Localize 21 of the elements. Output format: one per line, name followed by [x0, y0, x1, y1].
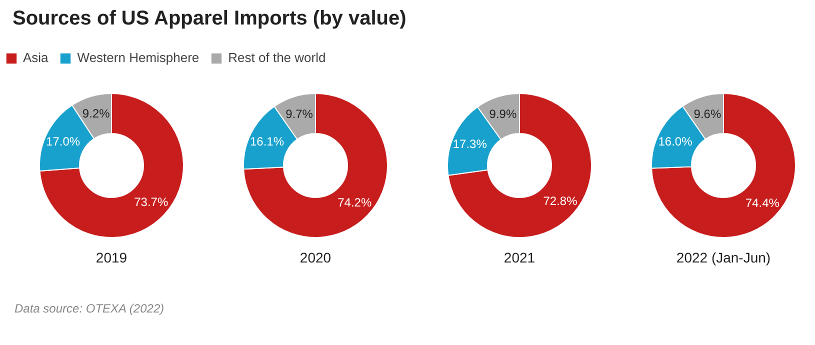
- chart-title: Sources of US Apparel Imports (by value): [12, 8, 406, 30]
- data-label: 9.9%: [489, 107, 517, 122]
- data-label: 74.4%: [745, 196, 780, 210]
- data-label: 72.8%: [543, 194, 578, 208]
- data-label: 17.0%: [46, 134, 80, 149]
- data-label: 16.0%: [658, 134, 693, 148]
- legend-label: Asia: [23, 50, 48, 65]
- text: 2022 (Jan-Jun): [676, 250, 771, 266]
- data-label: 16.1%: [250, 134, 284, 149]
- text: 2021: [504, 250, 536, 266]
- data-label: 9.6%: [694, 106, 722, 121]
- text: 2019: [96, 250, 128, 266]
- data-label: 9.2%: [82, 106, 110, 121]
- legend-label: Rest of the world: [228, 50, 326, 65]
- data-label: 74.2%: [338, 196, 372, 210]
- text: 2020: [300, 250, 332, 266]
- source-note: Data source: OTEXA (2022): [14, 302, 164, 316]
- data-label: 17.3%: [452, 137, 488, 152]
- data-label: 9.7%: [286, 106, 314, 121]
- legend-label: Western Hemisphere: [77, 50, 200, 65]
- data-label: 73.7%: [134, 195, 168, 210]
